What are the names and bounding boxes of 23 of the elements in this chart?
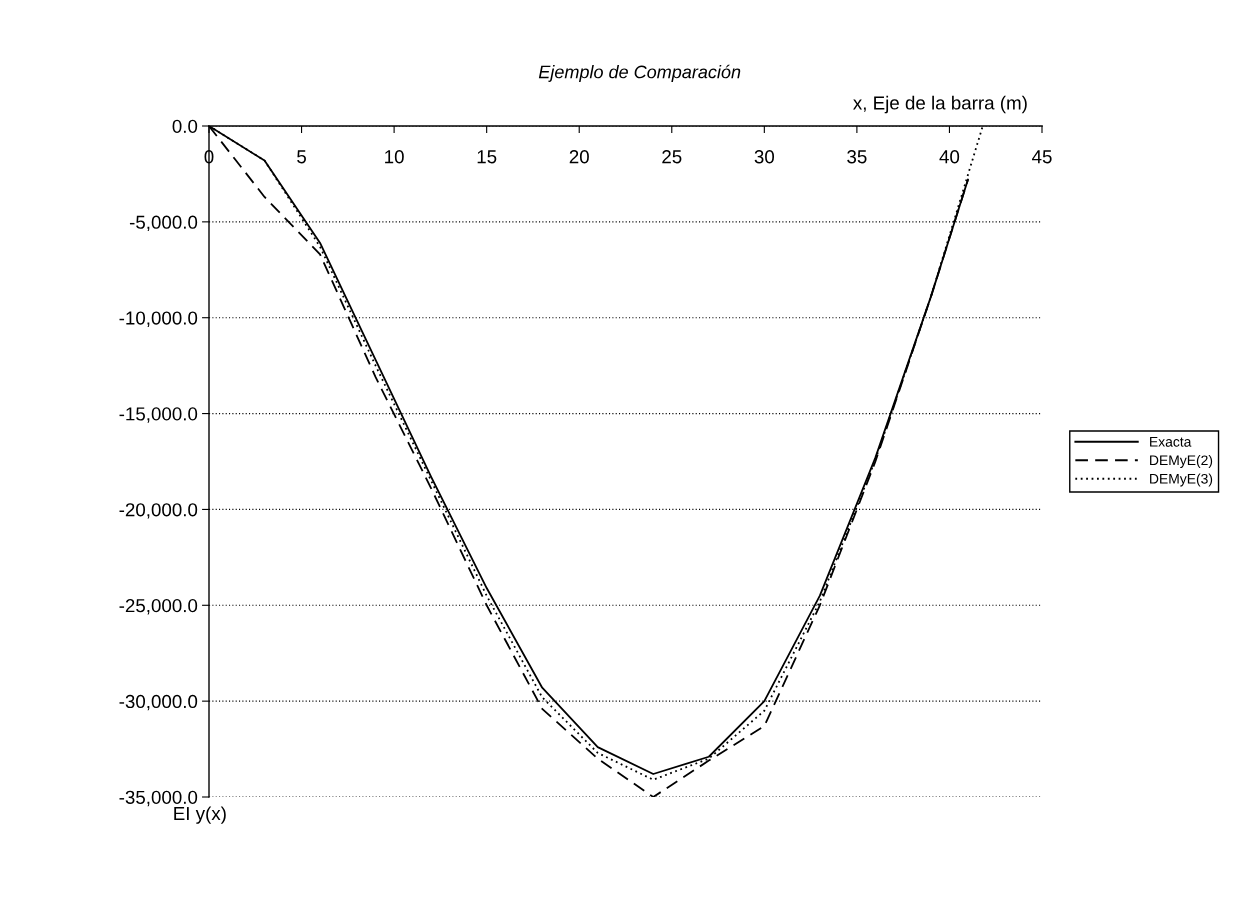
x-tick-label: 25 — [662, 150, 682, 164]
legend-label: DEMyE(3) — [1150, 473, 1213, 487]
y-tick-label: -10,000.0 — [119, 311, 198, 327]
y-tick-label: -5,000.0 — [129, 215, 198, 232]
x-tick-label: 45 — [1032, 150, 1052, 164]
legend-label: DEMyE(2) — [1150, 455, 1213, 468]
y-tick-label: -15,000.0 — [119, 407, 198, 423]
y-tick-label: -20,000.0 — [119, 503, 198, 519]
x-tick-label: 15 — [477, 150, 497, 164]
y-tick-label: -35,000.0 — [119, 790, 198, 807]
chart-title: Ejemplo de Comparación — [538, 64, 741, 82]
y-tick-label: -25,000.0 — [119, 598, 198, 615]
x-axis-title: x, Eje de la barra (m) — [853, 95, 1027, 114]
legend-label: Exacta — [1150, 437, 1192, 447]
y-axis-title: EI y(x) — [174, 806, 226, 824]
x-tick-label: 5 — [297, 150, 306, 164]
x-tick-label: 20 — [569, 150, 589, 164]
y-tick-label: -30,000.0 — [119, 694, 198, 711]
x-tick-label: 40 — [939, 150, 960, 164]
y-tick-label: 0.0 — [172, 119, 198, 133]
x-tick-label: 35 — [847, 150, 867, 164]
x-tick-label: 10 — [385, 150, 404, 164]
x-tick-label: 30 — [754, 150, 775, 164]
